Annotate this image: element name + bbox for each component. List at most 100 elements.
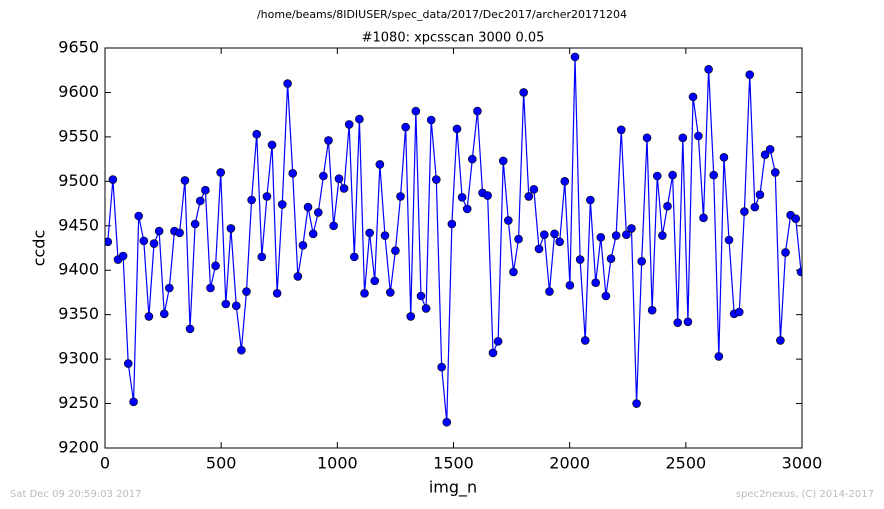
data-point <box>267 140 277 150</box>
data-point <box>123 359 133 368</box>
data-point <box>765 145 775 154</box>
data-point <box>632 399 641 408</box>
data-point <box>416 291 426 301</box>
data-point <box>663 201 672 211</box>
chart-title: #1080: xpcsscan 3000 0.05 <box>362 31 545 46</box>
data-point <box>652 171 662 181</box>
data-point <box>468 154 477 164</box>
data-point <box>509 267 518 277</box>
data-point <box>570 52 580 62</box>
data-point <box>442 417 452 427</box>
data-point <box>195 196 205 206</box>
y-tick-label: 9250 <box>58 393 99 412</box>
x-tick-label: 1500 <box>433 454 474 473</box>
data-point <box>504 216 513 225</box>
data-point <box>360 289 369 298</box>
data-point <box>688 92 698 102</box>
data-point <box>498 156 508 166</box>
data-point <box>781 248 790 257</box>
data-point <box>201 185 210 195</box>
data-point <box>760 150 770 159</box>
data-point <box>514 234 523 244</box>
data-point <box>313 208 323 217</box>
data-point <box>616 125 626 135</box>
data-point <box>658 231 667 240</box>
data-point <box>462 204 472 214</box>
data-point <box>154 226 164 236</box>
data-point <box>555 237 564 247</box>
data-point <box>740 207 749 216</box>
data-point <box>349 252 359 262</box>
data-point <box>175 228 184 238</box>
data-point <box>565 281 575 290</box>
data-point <box>242 287 251 296</box>
y-tick-label: 9600 <box>58 82 99 101</box>
data-point <box>401 122 410 132</box>
data-point <box>627 224 636 233</box>
data-point <box>324 136 333 145</box>
x-tick-label: 0 <box>100 454 110 473</box>
data-point <box>421 304 431 313</box>
y-tick-label: 9450 <box>58 215 99 234</box>
data-point <box>262 192 272 201</box>
y-tick-label: 9550 <box>58 126 99 145</box>
data-point <box>118 251 128 261</box>
data-point <box>647 305 657 315</box>
data-point <box>334 174 344 183</box>
data-point <box>206 283 215 293</box>
data-point <box>298 241 308 250</box>
data-point <box>591 278 600 287</box>
data-point <box>226 224 236 233</box>
data-point <box>611 231 621 240</box>
data-point <box>534 244 544 254</box>
data-point <box>457 193 467 202</box>
data-point <box>303 202 313 212</box>
data-point <box>396 192 405 201</box>
data-point <box>252 129 262 139</box>
data-point <box>637 257 646 266</box>
x-tick-label: 1000 <box>317 454 358 473</box>
data-point <box>714 352 724 361</box>
data-point <box>190 219 200 229</box>
data-point <box>411 106 421 116</box>
data-point <box>719 153 729 162</box>
data-point <box>216 168 226 177</box>
data-point <box>622 230 631 239</box>
data-point <box>447 219 457 229</box>
data-point <box>776 336 785 345</box>
data-point <box>257 252 267 262</box>
data-point <box>231 301 241 311</box>
data-point <box>724 235 734 245</box>
data-point <box>308 229 318 239</box>
data-point <box>694 131 703 141</box>
data-point <box>452 124 462 134</box>
data-point <box>319 171 328 181</box>
data-point <box>791 214 801 223</box>
data-point <box>750 202 760 212</box>
data-point <box>519 88 528 97</box>
footer-left: Sat Dec 09 20:59:03 2017 <box>10 489 142 500</box>
data-point <box>606 254 616 263</box>
data-point <box>560 177 570 186</box>
data-point <box>493 337 503 346</box>
data-point <box>149 239 159 248</box>
data-point <box>293 272 303 281</box>
data-point <box>237 345 246 355</box>
y-tick-label: 9200 <box>58 438 99 457</box>
data-point <box>426 115 436 125</box>
y-tick-label: 9300 <box>58 349 99 368</box>
data-point <box>288 169 298 178</box>
data-point <box>185 324 195 334</box>
data-point <box>601 291 611 301</box>
data-point <box>437 362 446 372</box>
data-point <box>796 267 802 277</box>
data-point <box>755 190 765 199</box>
data-point <box>386 288 395 297</box>
data-point <box>211 261 220 271</box>
data-point <box>642 133 652 143</box>
data-point <box>105 237 113 247</box>
data-point <box>144 312 154 321</box>
data-point <box>344 120 354 129</box>
